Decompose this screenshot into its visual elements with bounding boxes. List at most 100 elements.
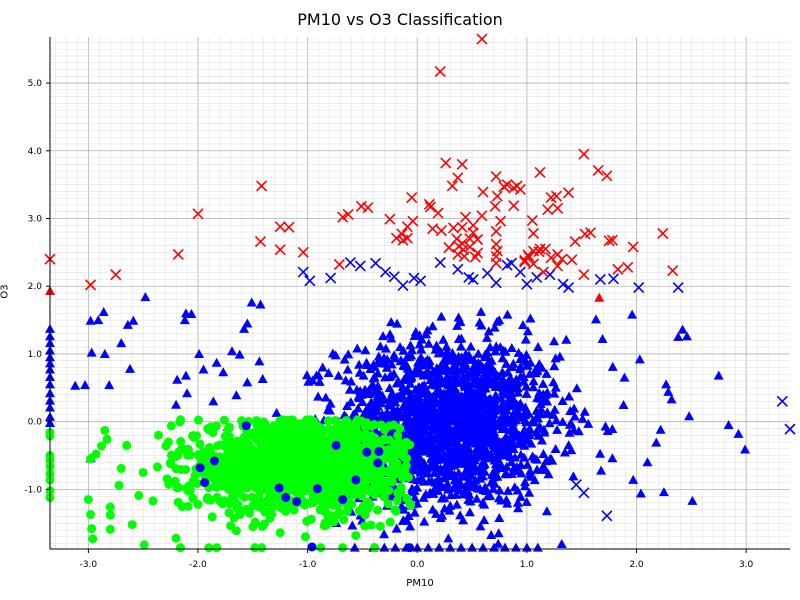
data-point-circle xyxy=(332,510,342,520)
data-point-triangle xyxy=(70,380,81,390)
data-point-triangle xyxy=(564,427,575,437)
data-point-triangle xyxy=(507,362,518,372)
data-point-triangle xyxy=(490,381,501,391)
data-point-circle xyxy=(250,543,260,553)
data-point-triangle xyxy=(435,467,446,477)
data-point-triangle xyxy=(395,355,406,365)
data-point-circle xyxy=(206,469,216,479)
data-point-triangle xyxy=(301,370,312,380)
data-point-triangle xyxy=(518,376,529,386)
data-point-triangle xyxy=(456,542,467,552)
data-point-triangle xyxy=(412,367,423,377)
data-point-triangle xyxy=(476,306,487,316)
data-point-circle xyxy=(379,492,389,502)
data-point-circle xyxy=(338,495,348,505)
data-point-triangle xyxy=(317,362,328,372)
data-point-triangle xyxy=(401,352,412,362)
data-point-x xyxy=(432,207,444,219)
data-point-triangle xyxy=(485,342,496,352)
data-point-triangle xyxy=(433,428,444,438)
data-point-x xyxy=(570,479,582,491)
data-point-triangle xyxy=(673,332,684,342)
data-point-triangle xyxy=(388,368,399,378)
data-point-circle xyxy=(334,448,344,458)
data-point-triangle xyxy=(455,480,466,490)
data-point-triangle xyxy=(360,345,371,355)
data-point-triangle xyxy=(547,455,558,465)
data-point-x xyxy=(592,164,604,176)
data-point-triangle xyxy=(122,319,133,329)
data-point-triangle xyxy=(460,349,471,359)
data-point-triangle xyxy=(431,508,442,518)
data-point-triangle xyxy=(501,405,512,415)
data-point-triangle xyxy=(628,474,639,484)
data-point-circle xyxy=(287,476,297,486)
data-point-circle xyxy=(399,452,409,462)
data-point-triangle xyxy=(474,382,485,392)
y-tick-label: 4.0 xyxy=(28,147,43,157)
data-point-x xyxy=(452,263,464,275)
data-point-circle xyxy=(373,505,383,515)
data-point-triangle xyxy=(520,334,531,344)
data-point-triangle xyxy=(333,370,344,380)
data-point-circle xyxy=(224,462,234,472)
data-point-triangle xyxy=(453,312,464,322)
data-point-circle xyxy=(243,483,253,493)
data-point-x xyxy=(508,200,520,212)
data-point-circle xyxy=(255,502,265,512)
data-point-triangle xyxy=(497,353,508,363)
data-point-circle xyxy=(305,427,315,437)
data-point-triangle xyxy=(532,464,543,474)
data-point-triangle xyxy=(430,344,441,354)
data-point-x xyxy=(566,254,578,266)
data-point-triangle xyxy=(428,460,439,470)
data-point-triangle xyxy=(515,361,526,371)
data-point-x xyxy=(434,65,446,78)
data-point-triangle xyxy=(607,361,618,371)
data-point-triangle xyxy=(600,421,611,431)
data-point-triangle xyxy=(421,462,432,472)
data-point-triangle xyxy=(458,515,469,525)
data-point-triangle xyxy=(496,393,507,403)
data-point-circle xyxy=(188,493,198,503)
data-point-triangle xyxy=(550,353,561,363)
data-point-triangle xyxy=(607,453,618,463)
data-point-x xyxy=(481,267,493,279)
data-point-triangle xyxy=(471,493,482,503)
data-point-circle xyxy=(204,495,214,505)
data-point-triangle xyxy=(458,441,469,451)
data-point-triangle xyxy=(528,376,539,386)
data-point-triangle xyxy=(519,481,530,491)
data-point-triangle xyxy=(596,465,607,475)
data-point-circle xyxy=(280,448,290,458)
data-point-triangle xyxy=(687,495,698,505)
data-point-triangle xyxy=(512,485,523,495)
data-point-x xyxy=(452,248,464,260)
data-point-triangle xyxy=(414,396,425,406)
data-point-triangle xyxy=(494,315,505,325)
data-point-circle xyxy=(312,484,322,494)
data-point-triangle xyxy=(320,392,331,402)
data-point-triangle xyxy=(445,542,456,552)
data-point-x xyxy=(508,182,520,194)
data-point-triangle xyxy=(402,385,413,395)
data-point-circle xyxy=(292,497,302,507)
data-point-circle xyxy=(380,425,390,435)
data-point-x xyxy=(476,210,488,222)
data-point-x xyxy=(550,190,563,202)
data-point-x xyxy=(490,277,502,289)
data-point-circle xyxy=(274,483,284,493)
data-point-x xyxy=(607,273,620,285)
data-point-circle xyxy=(325,454,335,464)
data-point-triangle xyxy=(443,366,454,376)
data-point-triangle xyxy=(496,401,507,411)
data-point-circle xyxy=(300,532,310,542)
data-point-triangle xyxy=(382,354,393,364)
data-point-triangle xyxy=(425,400,436,410)
data-point-triangle xyxy=(493,528,504,538)
data-point-circle xyxy=(224,479,234,489)
data-point-triangle xyxy=(517,320,528,330)
data-point-triangle xyxy=(403,510,414,520)
data-point-x xyxy=(337,211,349,223)
